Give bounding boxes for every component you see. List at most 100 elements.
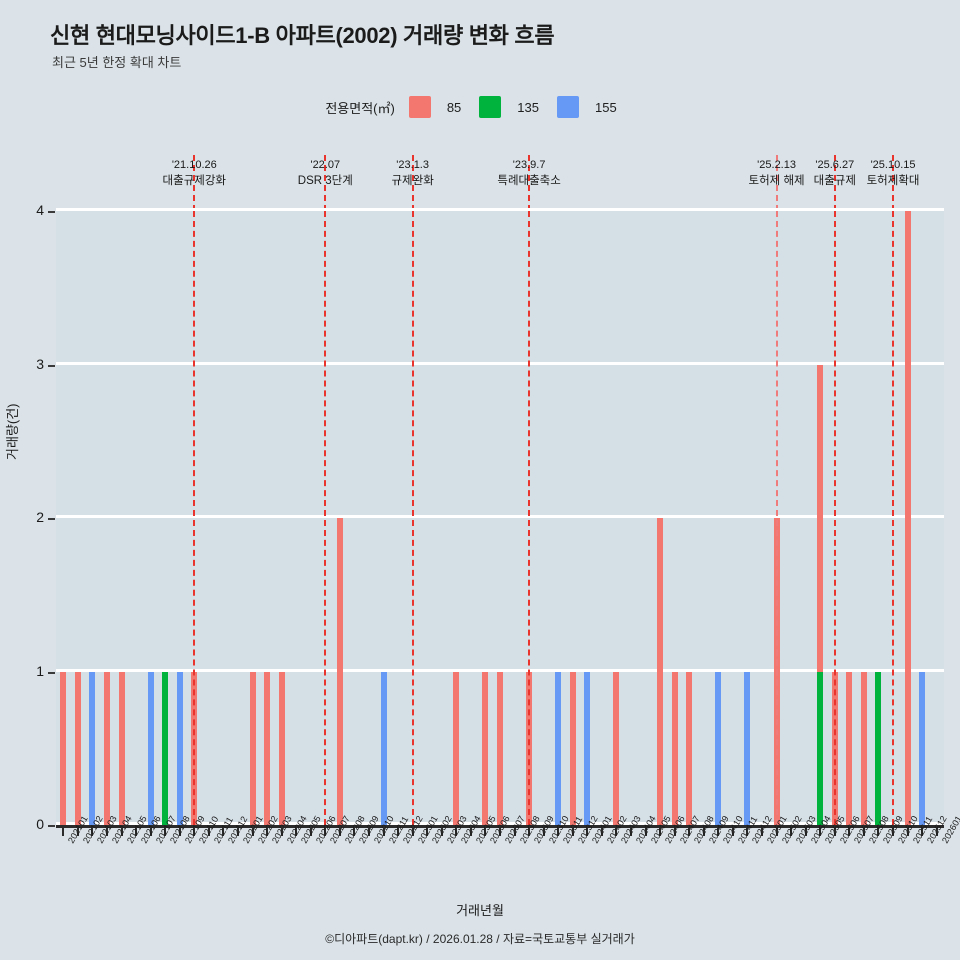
x-axis-tick-mark bbox=[135, 825, 138, 836]
x-axis-tick-mark bbox=[600, 825, 603, 836]
bar[interactable] bbox=[336, 518, 343, 825]
x-axis-tick-mark bbox=[469, 825, 472, 836]
legend-swatch-icon bbox=[556, 96, 579, 118]
bar[interactable] bbox=[613, 671, 620, 825]
legend-item-155[interactable]: 155 bbox=[556, 96, 617, 118]
event-tick-202510 bbox=[892, 155, 895, 211]
x-axis-tick-mark bbox=[382, 825, 385, 836]
gridline-y-4 bbox=[56, 208, 944, 211]
page-title: 신현 현대모닝사이드1-B 아파트(2002) 거래량 변화 흐름 bbox=[50, 23, 555, 48]
bar[interactable] bbox=[162, 671, 169, 825]
x-axis-tick-mark bbox=[513, 825, 516, 836]
event-annotation-202301: '23.1.3 규제완화 bbox=[353, 158, 473, 189]
bar[interactable] bbox=[118, 671, 125, 825]
bar[interactable] bbox=[671, 671, 678, 825]
y-axis-tick-mark bbox=[48, 825, 55, 827]
x-axis-tick-mark bbox=[833, 825, 836, 836]
bar[interactable] bbox=[74, 671, 81, 825]
y-axis-tick-mark bbox=[48, 364, 55, 367]
x-axis-tick-mark bbox=[644, 825, 647, 836]
event-line-202207 bbox=[324, 211, 327, 825]
bar[interactable] bbox=[817, 671, 824, 825]
event-name: 규제완화 bbox=[391, 175, 434, 187]
x-axis-tick-mark bbox=[673, 825, 676, 836]
bar[interactable] bbox=[860, 671, 867, 825]
bar[interactable] bbox=[555, 671, 562, 825]
bar[interactable] bbox=[60, 671, 67, 825]
x-axis-tick-mark bbox=[877, 825, 880, 836]
event-line-202506 bbox=[833, 211, 836, 825]
x-axis-tick-mark bbox=[542, 825, 545, 836]
x-axis-tick-mark bbox=[892, 825, 895, 836]
x-axis-tick-mark bbox=[528, 825, 531, 836]
gridline-y-2 bbox=[56, 515, 944, 518]
bar[interactable] bbox=[817, 364, 824, 825]
x-axis-tick-mark bbox=[557, 825, 560, 836]
bar[interactable] bbox=[453, 671, 460, 825]
x-axis-tick-mark bbox=[367, 825, 370, 836]
bar[interactable] bbox=[249, 671, 256, 825]
x-axis-tick-mark bbox=[105, 825, 108, 836]
x-axis-tick-mark bbox=[411, 825, 414, 836]
event-line-202510 bbox=[892, 211, 895, 825]
x-axis-tick-mark bbox=[615, 825, 618, 836]
x-axis-tick-mark bbox=[251, 825, 254, 836]
event-name: 토허제 해제 bbox=[748, 175, 805, 187]
x-axis-tick-mark bbox=[862, 825, 865, 836]
event-annotations: '21.10.26 대출규제강화 '22.07 DSR 3단계 '23.1.3 규제완화 '… bbox=[0, 0, 960, 211]
x-axis-tick-mark bbox=[484, 825, 487, 836]
bar[interactable] bbox=[176, 671, 183, 825]
event-tick-202502 bbox=[775, 155, 778, 211]
event-tick-202207 bbox=[324, 155, 327, 211]
x-axis-tick-mark bbox=[91, 825, 94, 836]
event-date: '25.10.15 bbox=[870, 159, 916, 171]
legend-item-135[interactable]: 135 bbox=[479, 96, 539, 118]
legend-item-label: 135 bbox=[517, 99, 539, 115]
gridline-y-3 bbox=[56, 361, 944, 365]
legend-item-85[interactable]: 85 bbox=[408, 96, 461, 118]
event-date: '23.9.7 bbox=[512, 159, 546, 171]
bar[interactable] bbox=[744, 671, 751, 825]
bar[interactable] bbox=[875, 671, 882, 825]
bar[interactable] bbox=[584, 671, 591, 825]
bar[interactable] bbox=[569, 671, 576, 825]
gridline-y-1 bbox=[56, 668, 944, 672]
y-axis-tick-mark bbox=[48, 518, 55, 520]
x-axis-tick-mark bbox=[775, 825, 778, 836]
bar[interactable] bbox=[846, 671, 853, 825]
event-tick-202301 bbox=[411, 155, 414, 211]
x-axis-tick-mark bbox=[178, 825, 181, 836]
bar[interactable] bbox=[147, 671, 154, 825]
legend: 전용면적(㎡) 85 135 155 bbox=[0, 96, 960, 118]
bar[interactable] bbox=[103, 671, 110, 825]
legend-swatch-icon bbox=[479, 96, 502, 118]
x-axis bbox=[56, 825, 944, 836]
x-axis-tick-mark bbox=[236, 825, 239, 836]
x-axis-tick-mark bbox=[630, 825, 633, 836]
bar[interactable] bbox=[482, 671, 489, 825]
bar[interactable] bbox=[686, 671, 693, 825]
bar[interactable] bbox=[904, 211, 911, 825]
x-axis-tick-mark bbox=[324, 825, 327, 836]
legend-items: 85 135 155 bbox=[408, 96, 635, 118]
bar[interactable] bbox=[380, 671, 387, 825]
x-axis-tick-mark bbox=[688, 825, 691, 836]
bar[interactable] bbox=[497, 671, 503, 825]
bar[interactable] bbox=[657, 518, 664, 825]
bar[interactable] bbox=[919, 671, 926, 825]
x-axis-title: 거래년월 bbox=[456, 903, 504, 918]
x-axis-tick-mark bbox=[76, 825, 79, 836]
event-line-202110 bbox=[193, 211, 196, 825]
bar[interactable] bbox=[264, 671, 271, 825]
bar[interactable] bbox=[715, 671, 722, 825]
event-line-202502 bbox=[775, 211, 778, 825]
page-subtitle: 최근 5년 한정 확대 차트 bbox=[52, 55, 182, 70]
x-axis-tick-mark bbox=[120, 825, 123, 836]
x-axis-tick-mark bbox=[397, 825, 400, 836]
x-axis-tick-mark bbox=[164, 825, 167, 836]
legend-title: 전용면적(㎡) bbox=[325, 100, 395, 116]
bar[interactable] bbox=[89, 671, 96, 825]
bar[interactable] bbox=[278, 671, 285, 825]
event-line-202301 bbox=[411, 211, 414, 825]
